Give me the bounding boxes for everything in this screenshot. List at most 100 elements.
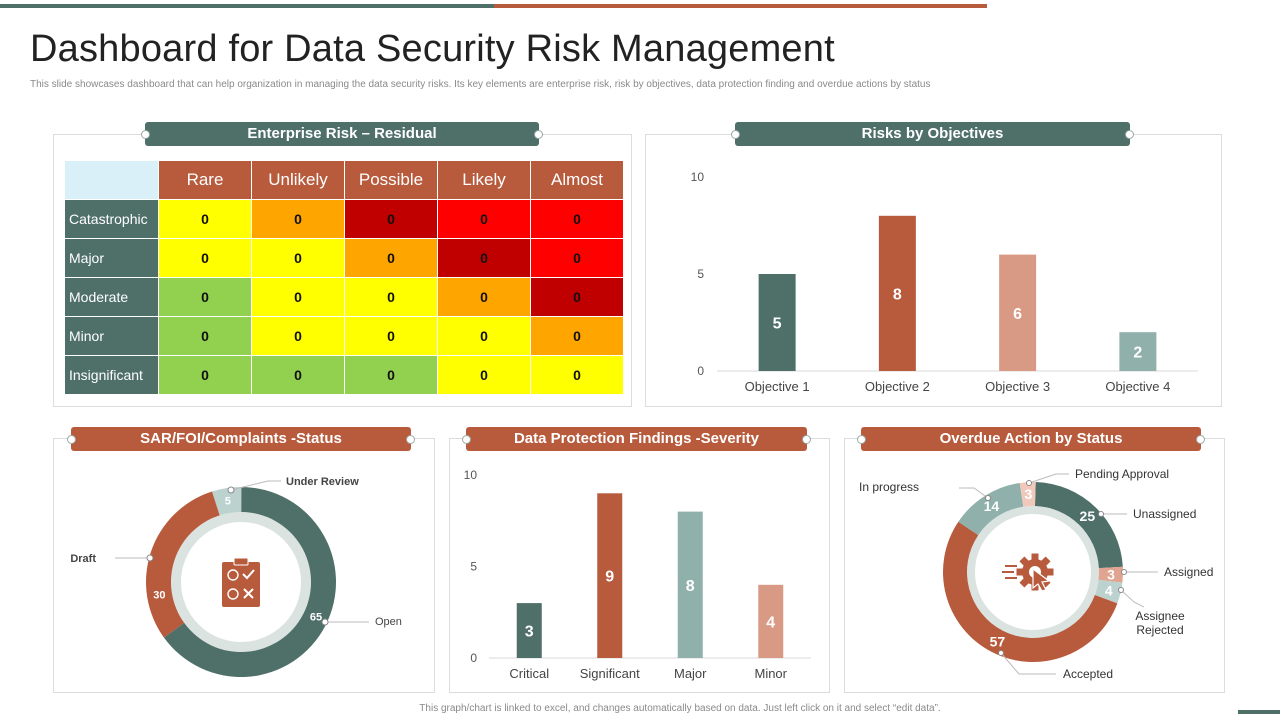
bar-value-label: 5 [773, 316, 782, 333]
leader-dot [1118, 587, 1124, 593]
donut-slice-assignee-rejected [1094, 579, 1123, 604]
matrix-col-header-almost: Almost [530, 160, 624, 200]
bar-objective-4 [1119, 332, 1157, 371]
findings-title: Data Protection Findings -Severity [462, 427, 811, 451]
matrix-row-header-minor: Minor [64, 316, 159, 356]
matrix-row-header-insignificant: Insignificant [64, 355, 159, 395]
matrix-row: Minor 0 0 0 0 0 [64, 316, 624, 356]
matrix-cell: 0 [344, 355, 438, 395]
gear-tooth [1046, 568, 1054, 576]
corner-accent-bar [1238, 710, 1280, 714]
bar-critical [516, 603, 542, 658]
gear-cursor-icon [1002, 553, 1054, 592]
donut-slice-open [163, 487, 336, 677]
leader-line [1000, 652, 1056, 675]
donut-slice-under-review [212, 487, 242, 516]
x-category-label: Objective 4 [1105, 379, 1170, 394]
findings-bar-chart: 0 5 10 3 Critical 9 Significant 8 Major 4 Minor [464, 468, 811, 681]
y-tick-label: 0 [697, 364, 704, 378]
donut-slice-draft [146, 491, 220, 638]
matrix-row-header-catastrophic: Catastrophic [64, 199, 159, 239]
donut-value-label: 25 [1080, 508, 1096, 524]
bar-objective-3 [999, 254, 1037, 371]
matrix-row-header-major: Major [64, 238, 159, 278]
leader-dot [227, 486, 235, 494]
matrix-cell: 0 [344, 199, 438, 239]
matrix-cell: 0 [158, 316, 252, 356]
matrix-cell: 0 [530, 355, 624, 395]
donut-slice-accepted [943, 521, 1118, 662]
matrix-cell: 0 [344, 238, 438, 278]
matrix-col-header-likely: Likely [437, 160, 531, 200]
donut-category-label: Assignee [1135, 609, 1185, 623]
matrix-cell: 0 [158, 277, 252, 317]
donut-category-label: Unassigned [1133, 507, 1196, 521]
y-tick-label: 10 [691, 170, 705, 184]
x-category-label: Objective 2 [865, 379, 930, 394]
objectives-title: Risks by Objectives [731, 122, 1134, 146]
bar-major [677, 511, 703, 658]
matrix-cell: 0 [158, 238, 252, 278]
bar-objective-1 [758, 274, 796, 371]
donut-value-label: 14 [984, 498, 1000, 514]
donut-category-label: In progress [859, 480, 919, 494]
bar-objective-2 [878, 215, 916, 371]
top-accent-bar-rust [494, 4, 987, 8]
x-category-label: Minor [754, 666, 787, 681]
gear-tooth [1016, 568, 1024, 576]
clipboard-board [222, 562, 260, 607]
leader-line [1120, 589, 1145, 608]
leader-line [959, 487, 989, 499]
donut-category-label: Under Review [286, 476, 359, 488]
bar-value-label: 2 [1133, 345, 1142, 362]
donut-category-label: Accepted [1063, 667, 1113, 681]
check-glyph [242, 569, 255, 580]
matrix-cell: 0 [437, 316, 531, 356]
footer-note: This graph/chart is linked to excel, and… [419, 703, 941, 714]
page-subtitle: This slide showcases dashboard that can … [30, 79, 931, 90]
x-category-label: Objective 1 [745, 379, 810, 394]
overdue-donut-chart: 253457143UnassignedAssignedAssigneeRejec… [859, 467, 1213, 681]
leader-dot [146, 554, 154, 562]
clipboard-clip [233, 557, 249, 566]
bar-value-label: 4 [766, 614, 775, 631]
objectives-bar-chart: 0 5 10 5 Objective 1 8 Objective 2 6 Objective 3… [691, 170, 1198, 394]
matrix-cell: 0 [251, 316, 345, 356]
bar-value-label: 3 [525, 624, 534, 641]
y-tick-label: 5 [470, 560, 477, 574]
matrix-cell: 0 [158, 355, 252, 395]
matrix-row: Insignificant 0 0 0 0 0 [64, 355, 624, 395]
risk-matrix-table: Rare Unlikely Possible Likely Almost Catastr… [64, 160, 624, 395]
leader-dot [1098, 511, 1104, 517]
bar-significant [597, 493, 623, 658]
donut-value-label: 65 [310, 611, 322, 623]
donut-slice-in-progress [958, 482, 1024, 536]
leader-dot [1026, 480, 1032, 486]
donut-category-label: Open [375, 616, 402, 628]
page-title: Dashboard for Data Security Risk Managem… [30, 28, 835, 70]
bar-value-label: 6 [1013, 306, 1022, 323]
donut-value-label: 3 [1025, 486, 1033, 502]
frown-glyph [227, 588, 239, 600]
matrix-cell: 0 [251, 199, 345, 239]
sar-donut-chart: 65 30 5 Under Review Open Draft [70, 476, 402, 677]
donut-category-label: Rejected [1136, 623, 1183, 637]
matrix-col-header-rare: Rare [158, 160, 252, 200]
donut-slice-assigned [1098, 566, 1123, 583]
y-tick-label: 0 [470, 651, 477, 665]
y-tick-label: 5 [697, 267, 704, 281]
matrix-row: Major 0 0 0 0 0 [64, 238, 624, 278]
cursor-arrow [1032, 567, 1051, 592]
matrix-cell: 0 [437, 277, 531, 317]
matrix-cell: 0 [530, 199, 624, 239]
bar-value-label: 8 [686, 578, 695, 595]
donut-category-label: Assigned [1164, 565, 1213, 579]
leader-line [230, 480, 281, 491]
matrix-cell: 0 [344, 277, 438, 317]
donut-value-label: 30 [153, 589, 165, 601]
x-category-label: Critical [509, 666, 549, 681]
matrix-row: Moderate 0 0 0 0 0 [64, 277, 624, 317]
top-accent-bar-teal [0, 4, 494, 8]
matrix-cell: 0 [437, 238, 531, 278]
clipboard-icon [222, 557, 260, 607]
